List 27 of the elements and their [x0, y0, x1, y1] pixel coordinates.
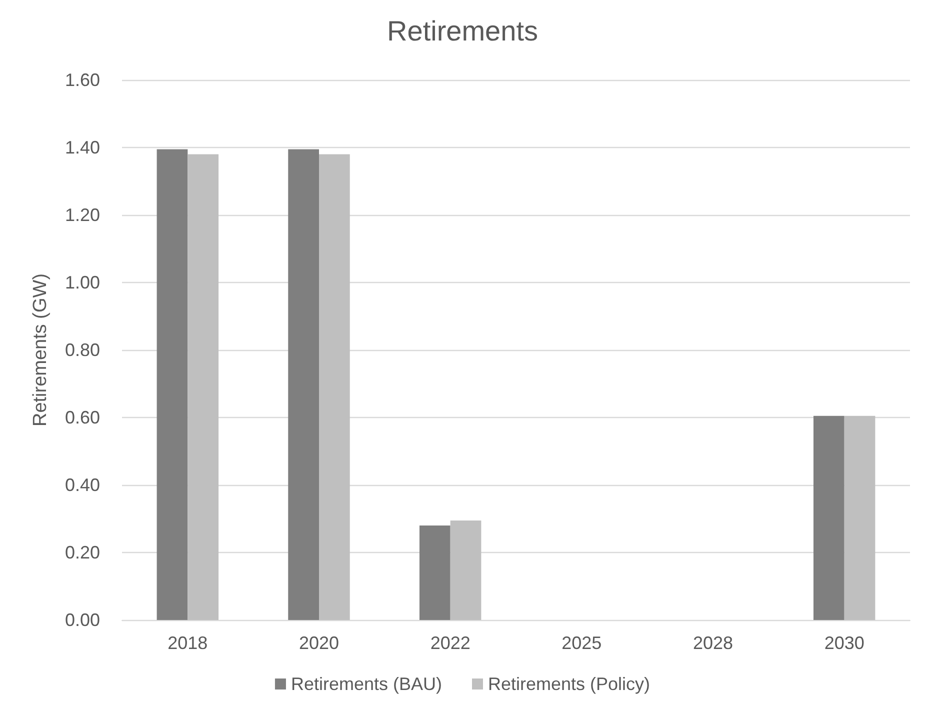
- x-tick-label: 2020: [298, 633, 340, 653]
- bar: [419, 526, 450, 620]
- bar: [813, 416, 844, 620]
- y-tick-label: 0.80: [64, 340, 100, 360]
- x-tick-label: 2028: [692, 633, 734, 653]
- x-tick-label: 2018: [168, 633, 208, 653]
- y-tick-label: 1.40: [64, 138, 100, 158]
- bar: [288, 149, 319, 620]
- y-tick-label: 1.20: [64, 205, 100, 225]
- bar: [844, 416, 876, 620]
- y-tick-label: 1.00: [64, 272, 100, 292]
- y-tick-label: 1.60: [64, 70, 100, 90]
- y-tick-label: 0.60: [64, 408, 100, 428]
- y-tick-label: 0.20: [64, 542, 100, 562]
- bar: [188, 154, 219, 620]
- x-tick-label: 2025: [562, 633, 602, 653]
- bar: [450, 520, 482, 620]
- y-tick-label: 0.00: [64, 610, 100, 630]
- legend-label: Retirements (Policy): [488, 674, 650, 694]
- legend-label: Retirements (BAU): [290, 674, 442, 694]
- y-tick-label: 0.40: [64, 475, 100, 495]
- chart-title: Retirements: [387, 16, 538, 46]
- x-tick-label: 2030: [824, 633, 864, 653]
- y-axis-title: Retirements (GW): [30, 273, 51, 427]
- bar: [319, 154, 350, 620]
- bar: [156, 149, 188, 620]
- x-tick-label: 2022: [430, 633, 470, 653]
